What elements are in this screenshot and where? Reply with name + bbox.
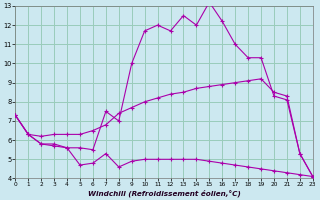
- X-axis label: Windchill (Refroidissement éolien,°C): Windchill (Refroidissement éolien,°C): [88, 189, 241, 197]
